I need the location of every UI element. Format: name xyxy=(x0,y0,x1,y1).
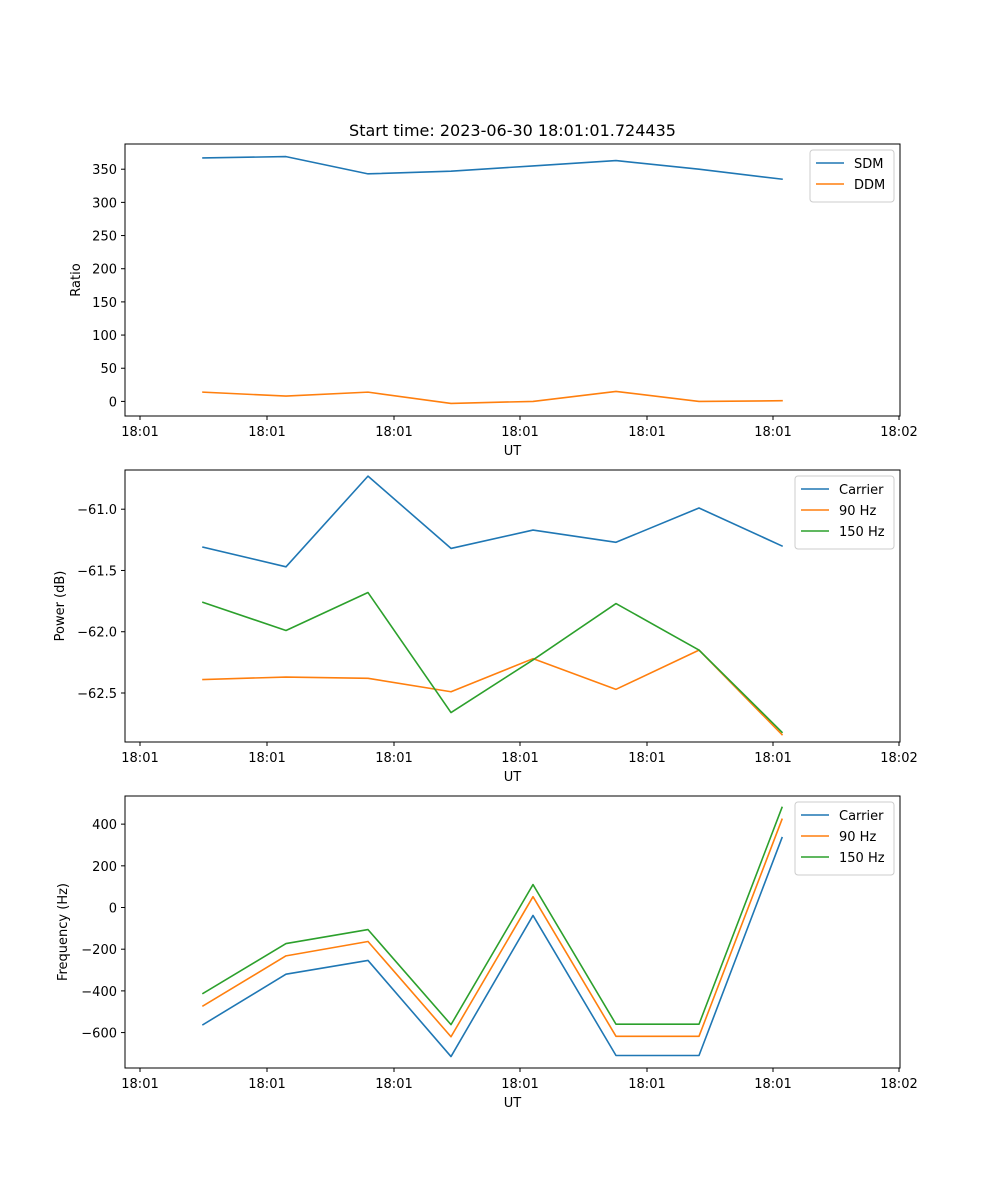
legend-entry: Carrier xyxy=(839,483,884,498)
y-axis-label: Frequency (Hz) xyxy=(56,883,71,981)
x-tick-label: 18:02 xyxy=(880,1077,917,1092)
y-tick-label: 300 xyxy=(92,196,117,211)
y-tick-label: 200 xyxy=(92,860,117,875)
y-tick-label: −400 xyxy=(81,985,117,1000)
legend: SDM DDM xyxy=(809,149,895,203)
x-tick-label: 18:01 xyxy=(121,425,158,440)
legend-entry: Carrier xyxy=(839,809,884,824)
legend-entry: 90 Hz xyxy=(839,504,876,519)
chart-panels: 18:01 18:01 18:01 18:01 18:01 18:01 18:02 UT 0 50… xyxy=(53,143,918,1111)
x-tick-label: 18:01 xyxy=(375,751,412,766)
x-tick-label: 18:01 xyxy=(248,1077,285,1092)
x-tick-label: 18:01 xyxy=(121,751,158,766)
y-tick-label: −61.5 xyxy=(77,564,117,579)
axes-frame xyxy=(124,143,901,417)
x-tick-label: 18:01 xyxy=(754,751,791,766)
y-axis-label: Power (dB) xyxy=(53,571,68,642)
panel-3: 18:01 18:01 18:01 18:01 18:01 18:01 18:02 UT −60… xyxy=(56,795,918,1111)
y-tick-label: 200 xyxy=(92,263,117,278)
chart-title: Start time: 2023-06-30 18:01:01.724435 xyxy=(349,121,676,140)
series-line-sdm xyxy=(202,155,783,181)
x-axis-label: UT xyxy=(504,770,522,785)
y-tick-label: 250 xyxy=(92,230,117,245)
x-tick-label: 18:01 xyxy=(248,751,285,766)
x-tick-label: 18:01 xyxy=(754,425,791,440)
y-tick-label: 350 xyxy=(92,163,117,178)
series-line-carrier xyxy=(202,475,784,568)
legend-entry: 150 Hz xyxy=(839,525,885,540)
x-tick-label: 18:01 xyxy=(628,1077,665,1092)
series-line-ddm xyxy=(202,390,783,405)
x-tick-label: 18:01 xyxy=(501,425,538,440)
y-axis-label: Ratio xyxy=(69,263,84,296)
x-tick-label: 18:01 xyxy=(501,1077,538,1092)
x-tick-label: 18:01 xyxy=(754,1077,791,1092)
series-line-carrier xyxy=(201,836,784,1058)
x-tick-label: 18:01 xyxy=(628,425,665,440)
y-tick-label: −61.0 xyxy=(77,503,117,518)
legend-entry: DDM xyxy=(854,178,885,193)
legend-entry: 150 Hz xyxy=(839,851,885,866)
x-tick-label: 18:02 xyxy=(880,425,917,440)
y-tick-label: −62.0 xyxy=(77,626,117,641)
x-axis-label: UT xyxy=(504,1096,522,1111)
y-tick-label: 400 xyxy=(92,818,117,833)
panel-1: 18:01 18:01 18:01 18:01 18:01 18:01 18:02 UT 0 50… xyxy=(69,143,918,459)
panel-2: 18:01 18:01 18:01 18:01 18:01 18:01 18:02 UT −62… xyxy=(53,469,918,785)
series-line-150-hz xyxy=(201,591,784,734)
axes-frame xyxy=(124,795,901,1069)
x-tick-label: 18:01 xyxy=(121,1077,158,1092)
series-line-90-hz xyxy=(202,649,784,736)
x-tick-label: 18:01 xyxy=(628,751,665,766)
y-tick-label: 0 xyxy=(109,395,117,410)
y-tick-label: −200 xyxy=(81,943,117,958)
series-line-90-hz xyxy=(201,818,784,1038)
x-tick-label: 18:01 xyxy=(375,1077,412,1092)
legend-entry: 90 Hz xyxy=(839,830,876,845)
legend: Carrier 90 Hz 150 Hz xyxy=(794,801,895,876)
x-axis-label: UT xyxy=(504,444,522,459)
legend: Carrier 90 Hz 150 Hz xyxy=(794,475,895,550)
y-tick-label: 0 xyxy=(109,902,117,917)
y-tick-label: −600 xyxy=(81,1027,117,1042)
x-tick-label: 18:01 xyxy=(501,751,538,766)
legend-entry: SDM xyxy=(854,157,883,172)
y-tick-label: 150 xyxy=(92,296,117,311)
y-tick-label: 50 xyxy=(100,362,117,377)
y-tick-label: 100 xyxy=(92,329,117,344)
x-tick-label: 18:02 xyxy=(880,751,917,766)
series-line-150-hz xyxy=(201,806,784,1026)
x-tick-label: 18:01 xyxy=(248,425,285,440)
x-tick-label: 18:01 xyxy=(375,425,412,440)
axes-frame xyxy=(124,469,901,743)
y-tick-label: −62.5 xyxy=(77,687,117,702)
